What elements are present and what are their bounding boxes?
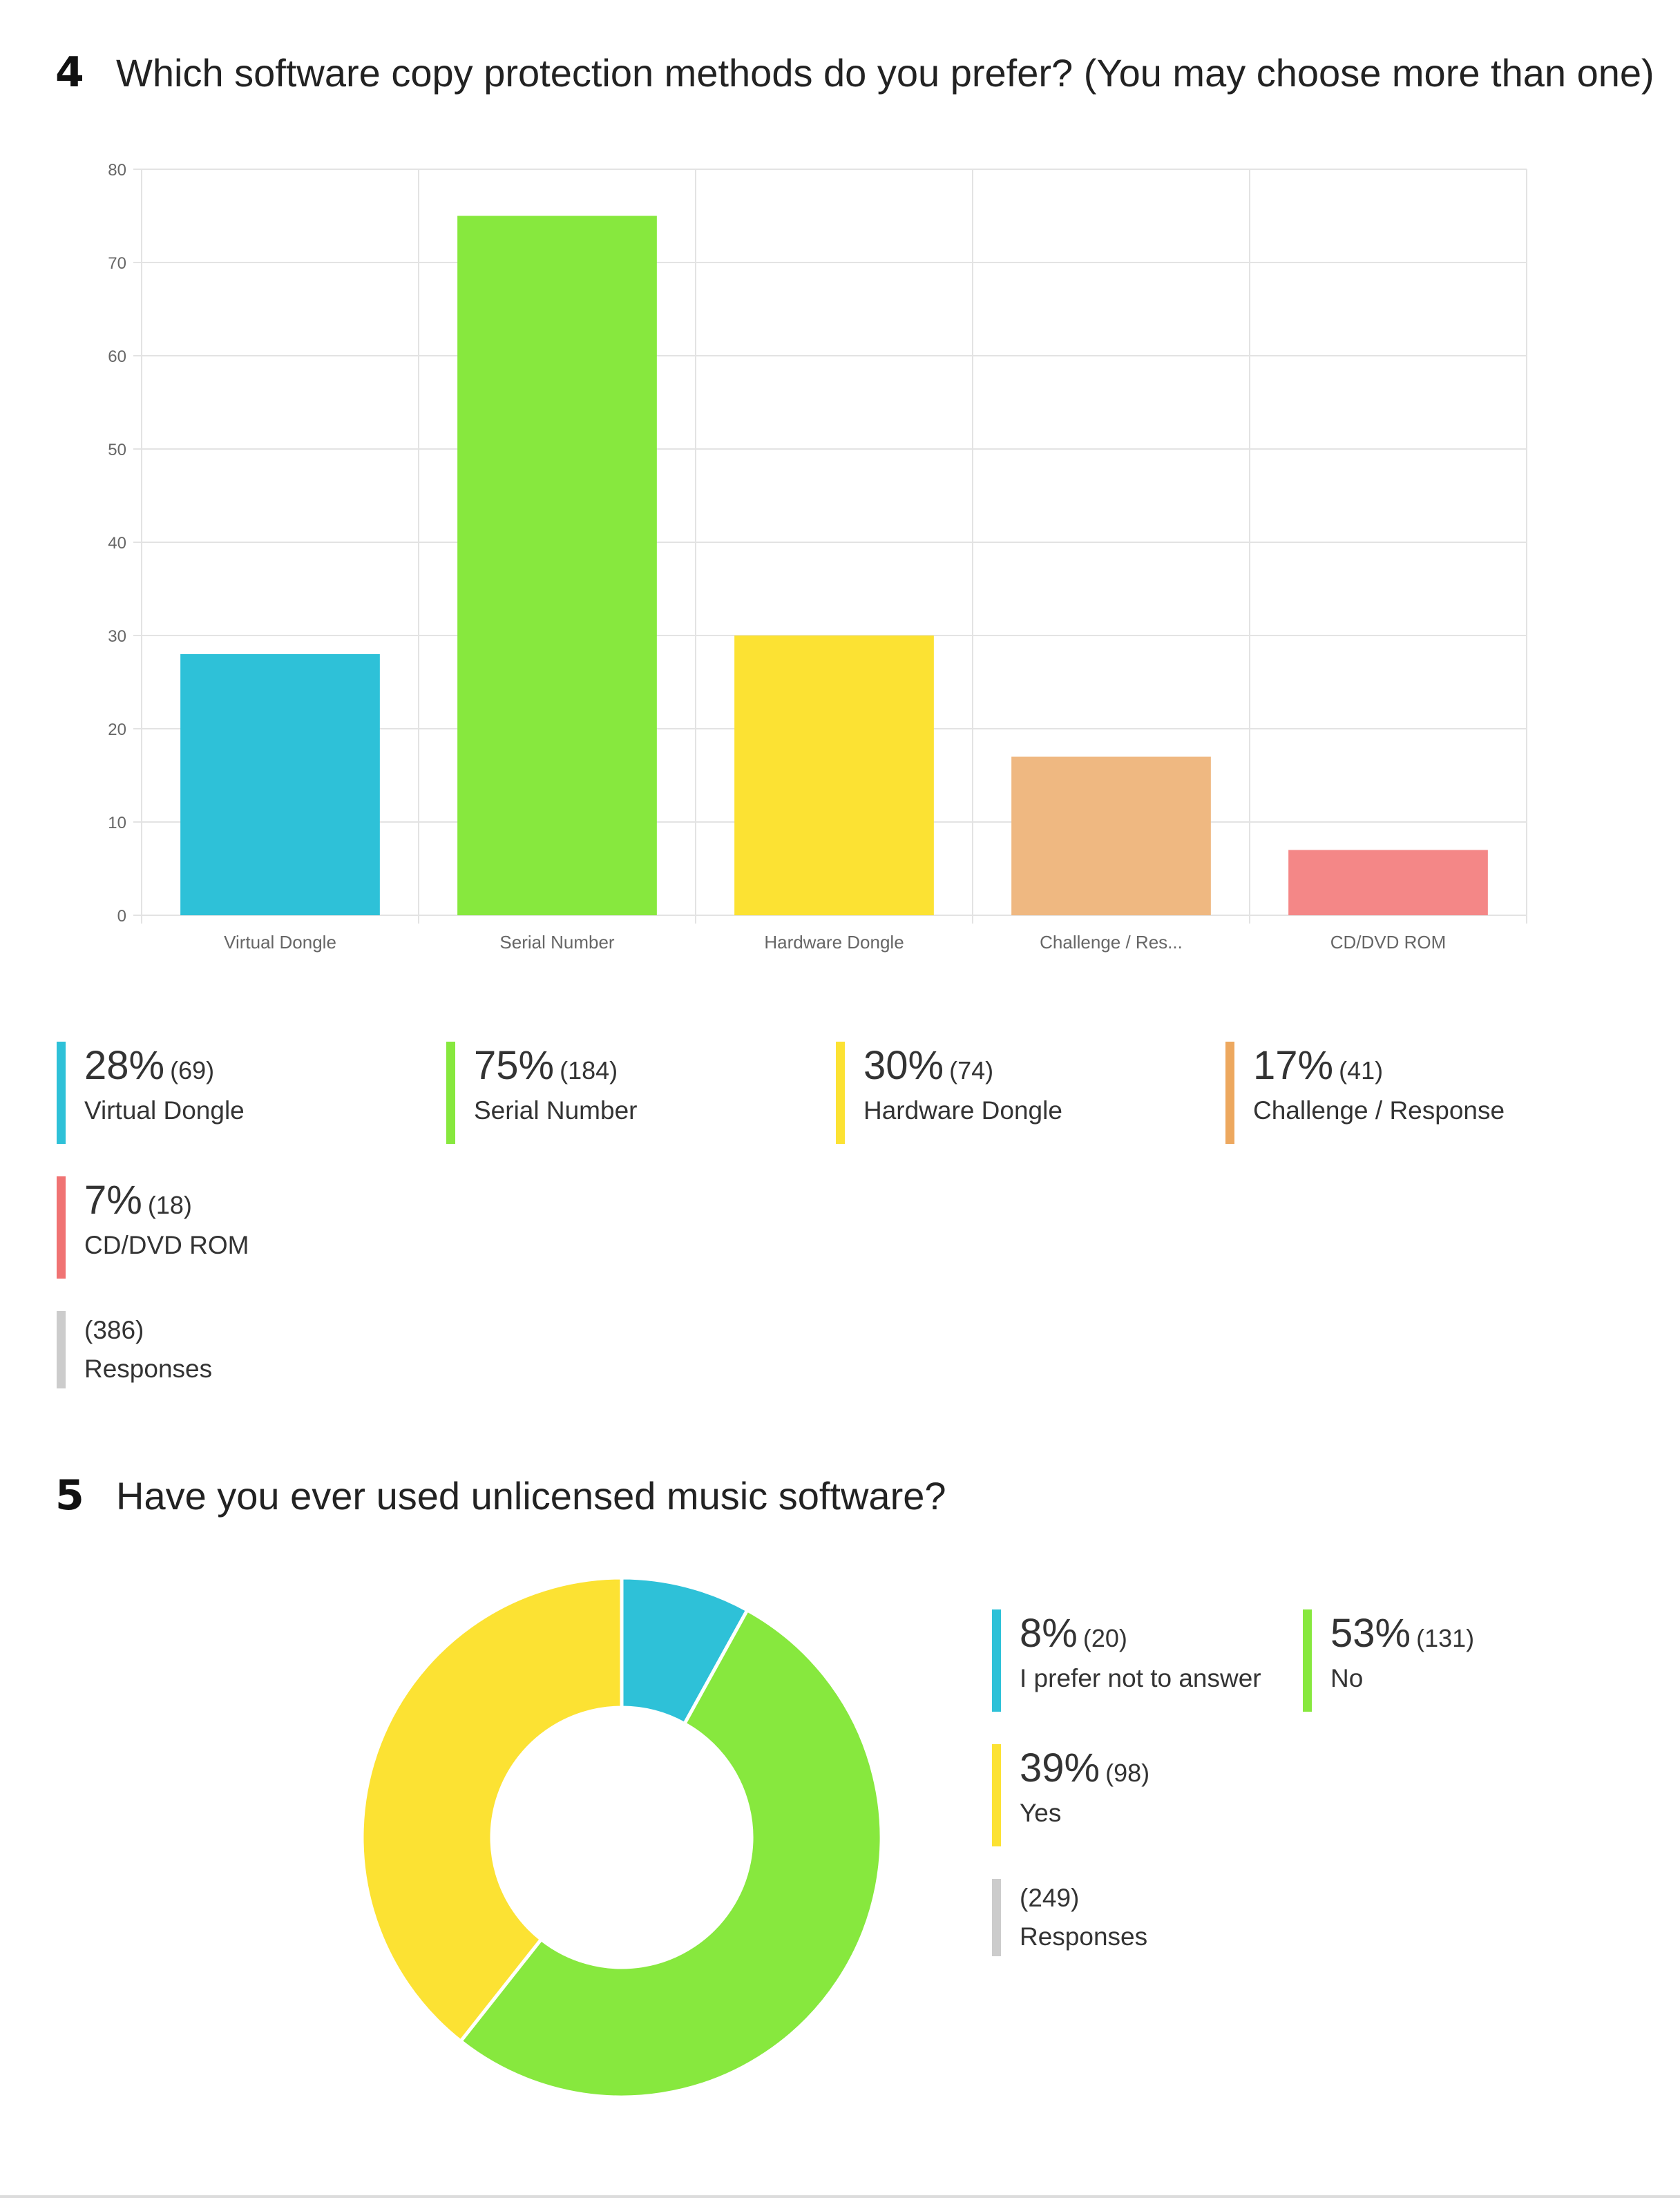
q5-title: 5 Have you ever used unlicensed music sof…	[55, 1471, 946, 1520]
y-tick-label: 0	[117, 907, 126, 926]
x-tick-label: Hardware Dongle	[764, 932, 904, 953]
bar	[1288, 850, 1488, 915]
legend-item: 28% (69) Virtual Dongle	[57, 1042, 245, 1144]
legend-label: Challenge / Response	[1253, 1096, 1505, 1125]
legend-item: 7% (18) CD/DVD ROM	[57, 1176, 249, 1279]
legend-count: (18)	[147, 1191, 192, 1219]
legend-swatch	[992, 1879, 1001, 1956]
bar	[180, 654, 380, 915]
legend-label: CD/DVD ROM	[84, 1231, 249, 1259]
legend-count: (41)	[1339, 1056, 1384, 1084]
responses-label: Responses	[1020, 1922, 1148, 1951]
legend-count: (184)	[560, 1056, 618, 1084]
legend-item: 30% (74) Hardware Dongle	[836, 1042, 1062, 1144]
footer-divider	[0, 2195, 1680, 2198]
legend-percent: 39%	[1020, 1746, 1100, 1790]
legend-label: I prefer not to answer	[1020, 1664, 1261, 1692]
legend-item: 53% (131) No	[1303, 1609, 1475, 1712]
y-tick-label: 10	[108, 814, 126, 832]
legend-item: 17% (41) Challenge / Response	[1225, 1042, 1505, 1144]
legend-item: 39% (98) Yes	[992, 1744, 1150, 1846]
donut-slice	[360, 1576, 624, 2044]
legend-item: 8% (20) I prefer not to answer	[992, 1609, 1261, 1712]
legend-swatch	[1303, 1609, 1312, 1712]
q4-number: 4	[55, 48, 84, 97]
responses-total: (386) Responses	[57, 1311, 212, 1388]
y-tick-label: 30	[108, 627, 126, 646]
legend-percent: 53%	[1330, 1611, 1411, 1656]
legend-percent: 8%	[1020, 1611, 1078, 1656]
bar-chart: 0 10 20 30 40 50 60 70 80 Virtual Dongle Serial Nu…	[108, 161, 1527, 953]
legend-percent: 75%	[474, 1043, 555, 1088]
legend-item: 75% (184) Serial Number	[446, 1042, 638, 1144]
legend-label: No	[1330, 1664, 1364, 1692]
donut-slice	[458, 1607, 884, 2099]
legend-count: (131)	[1416, 1624, 1475, 1652]
legend-label: Virtual Dongle	[84, 1096, 245, 1125]
legend-label: Yes	[1020, 1799, 1062, 1827]
y-tick-label: 80	[108, 161, 126, 180]
legend-percent: 17%	[1253, 1043, 1334, 1088]
y-tick-label: 70	[108, 254, 126, 273]
q5-number: 5	[55, 1471, 84, 1520]
bar	[734, 635, 934, 915]
responses-count: (386)	[84, 1316, 144, 1344]
legend-percent: 28%	[84, 1043, 165, 1088]
legend-label: Hardware Dongle	[863, 1096, 1062, 1125]
legend-count: (20)	[1082, 1624, 1127, 1652]
legend-swatch	[446, 1042, 455, 1144]
x-tick-label: Serial Number	[499, 932, 615, 953]
bar	[1011, 756, 1211, 915]
q5-title-text: Have you ever used unlicensed music soft…	[116, 1474, 946, 1518]
x-tick-label: CD/DVD ROM	[1330, 932, 1447, 953]
legend-swatch	[1225, 1042, 1234, 1144]
responses-total: (249) Responses	[992, 1879, 1147, 1956]
legend-percent: 30%	[863, 1043, 944, 1088]
legend-swatch	[57, 1042, 66, 1144]
donut-chart	[360, 1576, 884, 2099]
legend-swatch	[992, 1609, 1001, 1712]
legend-count: (98)	[1105, 1759, 1150, 1787]
legend-swatch	[57, 1176, 66, 1279]
y-tick-label: 50	[108, 441, 126, 459]
y-tick-label: 20	[108, 720, 126, 739]
q4-title-text: Which software copy protection methods d…	[116, 51, 1654, 95]
bar	[457, 216, 657, 915]
legend-swatch	[57, 1311, 66, 1388]
legend-count: (69)	[170, 1056, 215, 1084]
legend-swatch	[992, 1744, 1001, 1846]
x-tick-label: Virtual Dongle	[224, 932, 336, 953]
y-tick-label: 40	[108, 534, 126, 553]
legend-count: (74)	[949, 1056, 994, 1084]
q4-title: 4 Which software copy protection methods …	[55, 48, 1654, 97]
legend-percent: 7%	[84, 1178, 142, 1223]
responses-count: (249)	[1020, 1884, 1080, 1912]
y-tick-label: 60	[108, 347, 126, 366]
x-tick-label: Challenge / Res...	[1040, 932, 1183, 953]
legend-label: Serial Number	[474, 1096, 638, 1125]
responses-label: Responses	[84, 1355, 213, 1383]
legend-swatch	[836, 1042, 845, 1144]
